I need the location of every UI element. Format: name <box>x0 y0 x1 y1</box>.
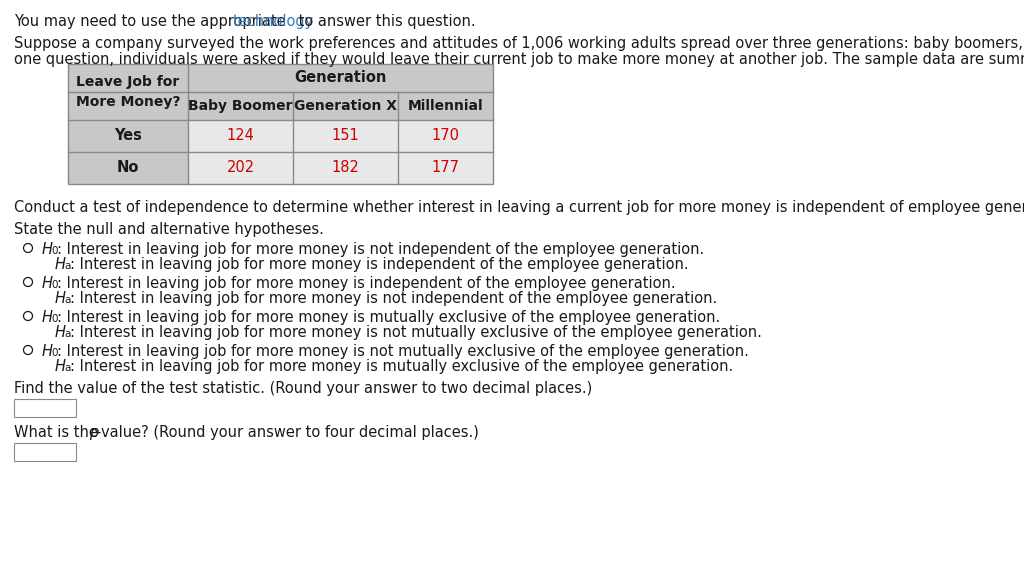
Text: What is the: What is the <box>14 425 102 440</box>
Bar <box>68 64 493 184</box>
Text: Generation: Generation <box>294 70 387 85</box>
Text: 177: 177 <box>431 160 460 175</box>
Text: Millennial: Millennial <box>408 99 483 113</box>
Text: Leave Job for
More Money?: Leave Job for More Money? <box>76 75 180 109</box>
Text: H: H <box>55 359 66 374</box>
Bar <box>14 443 76 461</box>
Text: : Interest in leaving job for more money is independent of the employee generati: : Interest in leaving job for more money… <box>70 257 688 272</box>
Text: No: No <box>117 160 139 175</box>
Text: Find the value of the test statistic. (Round your answer to two decimal places.): Find the value of the test statistic. (R… <box>14 381 592 396</box>
Text: 151: 151 <box>332 128 359 143</box>
Text: : Interest in leaving job for more money is not mutually exclusive of the employ: : Interest in leaving job for more money… <box>57 344 749 359</box>
Text: to answer this question.: to answer this question. <box>294 14 475 29</box>
Text: -value? (Round your answer to four decimal places.): -value? (Round your answer to four decim… <box>96 425 479 440</box>
Text: H: H <box>55 291 66 306</box>
Text: a: a <box>63 295 71 305</box>
Bar <box>68 64 493 184</box>
Text: : Interest in leaving job for more money is not independent of the employee gene: : Interest in leaving job for more money… <box>57 242 705 257</box>
Text: : Interest in leaving job for more money is independent of the employee generati: : Interest in leaving job for more money… <box>57 276 676 291</box>
Text: Suppose a company surveyed the work preferences and attitudes of 1,006 working a: Suppose a company surveyed the work pref… <box>14 36 1024 51</box>
Text: H: H <box>42 242 53 257</box>
Text: a: a <box>63 363 71 373</box>
Text: a: a <box>63 261 71 271</box>
Text: H: H <box>42 344 53 359</box>
Text: : Interest in leaving job for more money is mutually exclusive of the employee g: : Interest in leaving job for more money… <box>70 359 733 374</box>
Text: 0: 0 <box>51 314 57 324</box>
Text: Yes: Yes <box>114 128 142 143</box>
Text: : Interest in leaving job for more money is mutually exclusive of the employee g: : Interest in leaving job for more money… <box>57 310 720 325</box>
Text: 182: 182 <box>332 160 359 175</box>
Bar <box>14 399 76 417</box>
Text: Baby Boomer: Baby Boomer <box>188 99 293 113</box>
Text: p: p <box>89 425 98 440</box>
Text: 124: 124 <box>226 128 254 143</box>
Text: Conduct a test of independence to determine whether interest in leaving a curren: Conduct a test of independence to determ… <box>14 200 1024 215</box>
Text: H: H <box>42 310 53 325</box>
Text: 0: 0 <box>51 280 57 290</box>
Text: : Interest in leaving job for more money is not mutually exclusive of the employ: : Interest in leaving job for more money… <box>70 325 762 340</box>
Text: H: H <box>55 257 66 272</box>
Text: H: H <box>55 325 66 340</box>
Text: State the null and alternative hypotheses.: State the null and alternative hypothese… <box>14 222 324 237</box>
Text: H: H <box>42 276 53 291</box>
Text: technology: technology <box>232 14 314 29</box>
Text: You may need to use the appropriate: You may need to use the appropriate <box>14 14 290 29</box>
Text: Generation X: Generation X <box>294 99 397 113</box>
Bar <box>68 64 188 184</box>
Bar <box>188 92 493 120</box>
Text: 170: 170 <box>431 128 460 143</box>
Text: 202: 202 <box>226 160 255 175</box>
Text: : Interest in leaving job for more money is not independent of the employee gene: : Interest in leaving job for more money… <box>70 291 717 306</box>
Text: 0: 0 <box>51 246 57 256</box>
Bar <box>188 64 493 92</box>
Text: a: a <box>63 329 71 339</box>
Text: 0: 0 <box>51 348 57 358</box>
Text: one question, individuals were asked if they would leave their current job to ma: one question, individuals were asked if … <box>14 52 1024 67</box>
